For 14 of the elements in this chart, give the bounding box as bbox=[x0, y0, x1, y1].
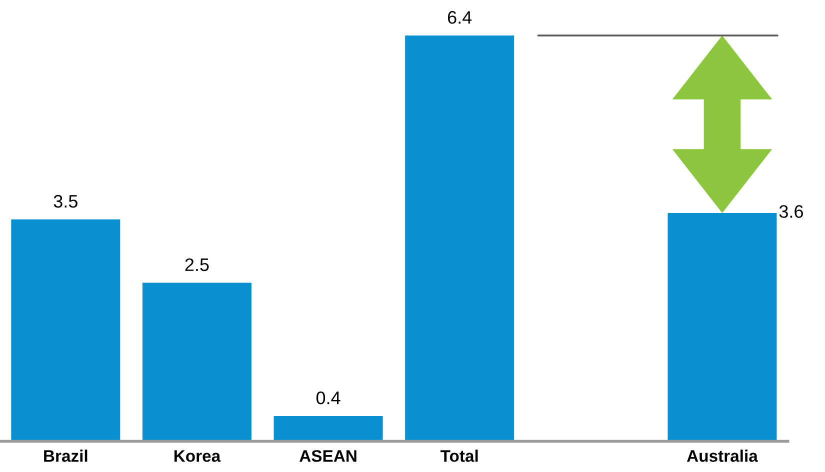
data-label: 3.5 bbox=[54, 194, 78, 208]
data-label: 6.4 bbox=[448, 11, 472, 24]
data-label: 2.5 bbox=[185, 258, 209, 272]
bar bbox=[274, 416, 383, 442]
x-tick-label: Brazil bbox=[44, 450, 88, 462]
x-tick-label: Australia bbox=[686, 450, 758, 462]
bar bbox=[142, 282, 252, 442]
data-label: 0.4 bbox=[316, 391, 340, 404]
x-tick-label: Korea bbox=[174, 450, 221, 462]
data-label: 3.6 bbox=[779, 205, 803, 218]
x-tick-label: ASEAN bbox=[300, 450, 356, 462]
x-tick-label: Total bbox=[440, 450, 478, 462]
bar bbox=[405, 35, 514, 442]
bar bbox=[11, 219, 120, 442]
